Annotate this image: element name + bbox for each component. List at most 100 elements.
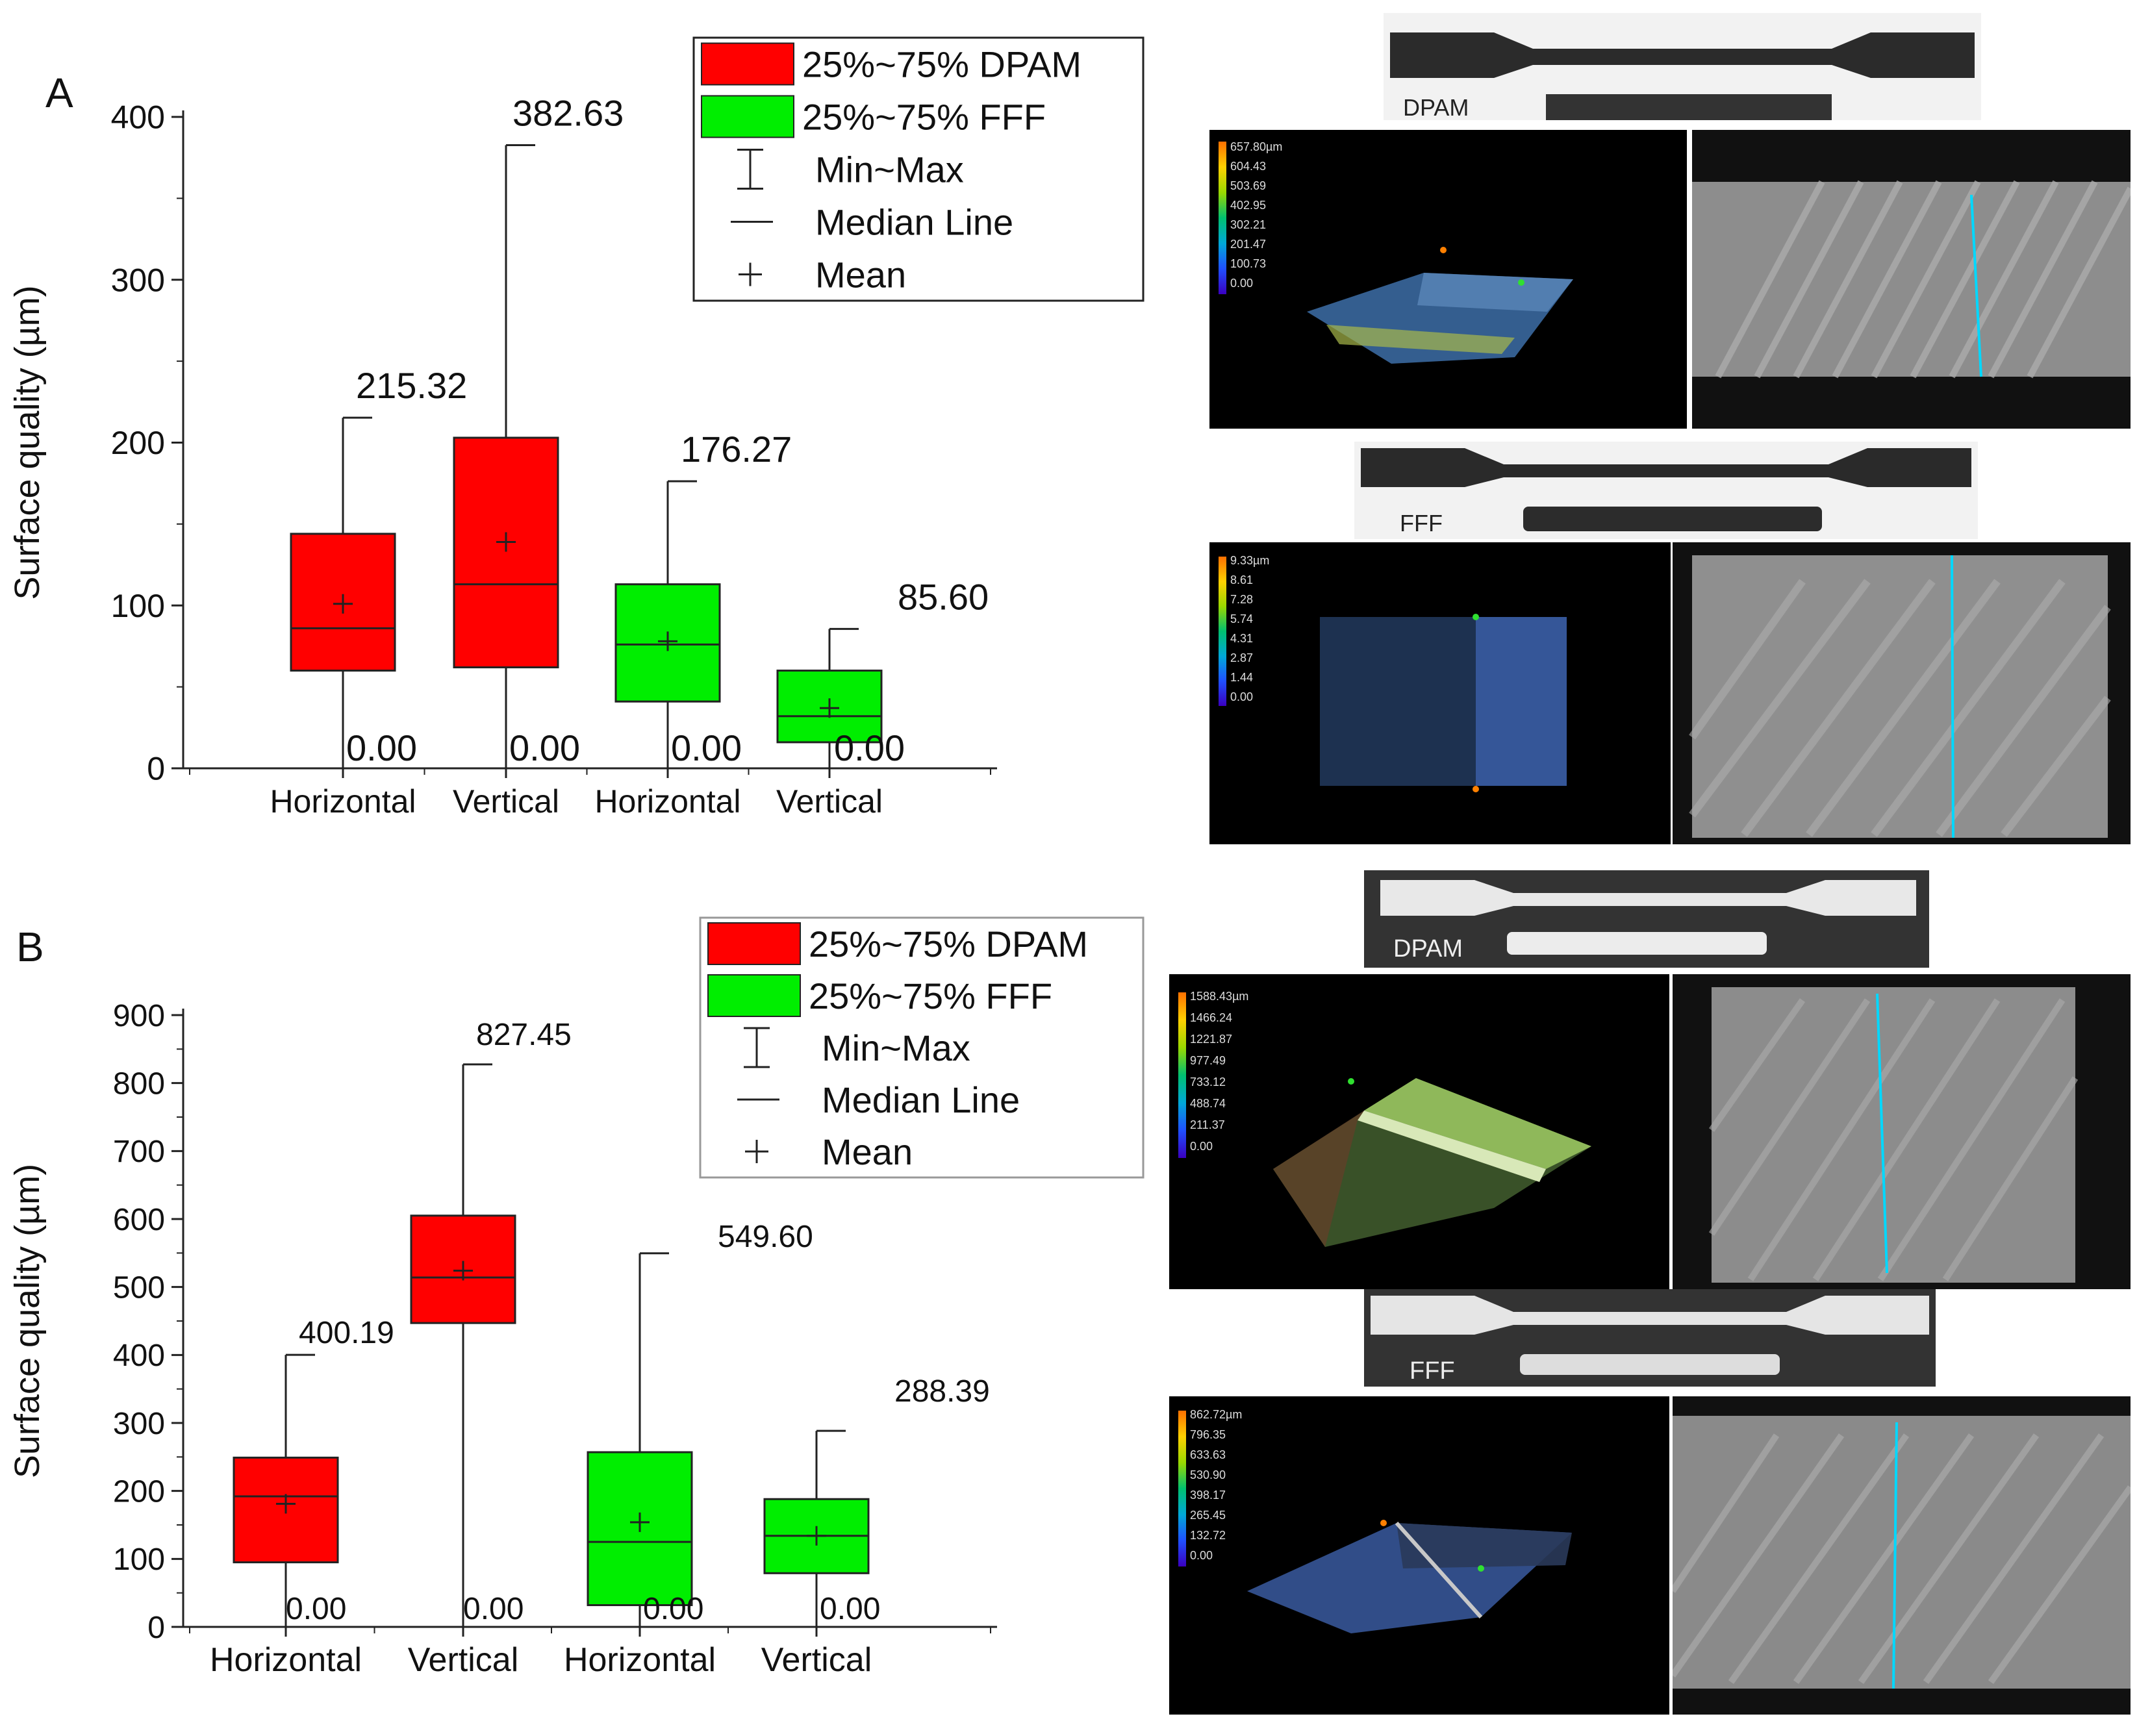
fff-micrograph-b (1669, 1396, 2134, 1715)
min-value-label: 0.00 (286, 1592, 346, 1626)
x-tick-label: Horizontal (210, 1641, 362, 1679)
scale-label: 604.43 (1230, 160, 1267, 173)
legend-label: Mean (815, 255, 906, 296)
y-tick-label: 400 (111, 99, 165, 136)
scale-label: 5.74 (1230, 612, 1254, 625)
max-value-label: 382.63 (512, 93, 624, 134)
legend-label: 25%~75% FFF (802, 97, 1046, 138)
scale-label: 1.44 (1230, 671, 1254, 684)
y-tick-label: 400 (113, 1339, 165, 1373)
specimen-label: FFF (1410, 1357, 1455, 1385)
max-value-label: 85.60 (898, 576, 989, 617)
scale-label: 503.69 (1230, 179, 1267, 192)
dpam-specimen-photo-b: DPAM (1364, 870, 1929, 968)
scale-label: 0.00 (1230, 277, 1254, 290)
scale-label: 7.28 (1230, 593, 1254, 606)
y-tick-label: 700 (113, 1135, 165, 1169)
dpam-micrograph-a (1692, 130, 2134, 429)
specimen-label: DPAM (1403, 94, 1469, 121)
legend-label: Min~Max (815, 149, 964, 190)
max-value-label: 827.45 (476, 1018, 572, 1052)
fff-micrograph-a (1673, 542, 2131, 844)
dpam-specimen-photo-a: DPAM (1384, 13, 1981, 121)
legend-mean-icon (745, 1140, 768, 1163)
legend-label: Median Line (815, 202, 1013, 243)
min-value-label: 0.00 (834, 727, 905, 768)
mean-marker (807, 1526, 826, 1546)
y-axis-label: Surface quality (µm) (8, 285, 47, 599)
scale-label: 9.33µm (1230, 554, 1270, 567)
panel-label: A (45, 69, 73, 116)
min-value-label: 0.00 (463, 1592, 524, 1626)
dpam-micrograph-b (1673, 974, 2131, 1289)
box-dpam (233, 1456, 339, 1564)
y-tick-label: 0 (147, 751, 165, 787)
scale-label: 1221.87 (1190, 1033, 1233, 1046)
mean-marker (276, 1494, 296, 1514)
min-value-label: 0.00 (820, 1592, 880, 1626)
x-tick-label: Vertical (761, 1641, 872, 1679)
scale-label: 862.72µm (1190, 1408, 1243, 1421)
specimen-label: DPAM (1393, 935, 1463, 962)
legend-swatch-fff (707, 974, 801, 1017)
min-value-label: 0.00 (509, 727, 580, 768)
legend-minmax-icon (737, 149, 763, 190)
x-tick-label: Vertical (453, 783, 559, 820)
legend-swatch-fff (701, 95, 794, 138)
y-tick-label: 100 (111, 588, 165, 624)
mean-marker (658, 631, 677, 651)
scale-label: 2.87 (1230, 651, 1254, 664)
max-value-label: 176.27 (681, 429, 792, 470)
y-tick-label: 0 (147, 1611, 165, 1645)
max-value-label: 215.32 (356, 365, 467, 406)
y-tick-label: 200 (111, 425, 165, 461)
fff-specimen-photo-a: FFF (1354, 442, 1978, 539)
mean-marker (496, 532, 516, 552)
fff-3d-profile-b: 862.72µm 796.35 633.63 530.90 398.17 265… (1169, 1396, 1669, 1715)
scale-label: 8.61 (1230, 573, 1254, 586)
scale-label: 657.80µm (1230, 140, 1283, 153)
legend-label: 25%~75% DPAM (802, 44, 1081, 85)
scale-label: 265.45 (1190, 1509, 1226, 1522)
x-tick-label: Horizontal (564, 1641, 716, 1679)
legend-mean-icon (739, 262, 762, 286)
legend-minmax-icon (744, 1027, 770, 1068)
x-tick-label: Vertical (408, 1641, 519, 1679)
scale-label: 796.35 (1190, 1428, 1226, 1441)
scale-label: 0.00 (1190, 1549, 1213, 1562)
scale-label: 132.72 (1190, 1529, 1226, 1542)
scale-label: 100.73 (1230, 257, 1267, 270)
legend-label: Median Line (822, 1079, 1020, 1120)
max-value-label: 400.19 (299, 1316, 394, 1350)
max-value-label: 549.60 (718, 1220, 813, 1254)
y-tick-label: 300 (111, 262, 165, 298)
mean-marker (453, 1261, 473, 1281)
fff-3d-profile-a: 9.33µm 8.61 7.28 5.74 4.31 2.87 1.44 0.0… (1209, 542, 1671, 844)
dpam-3d-profile-b: 1588.43µm 1466.24 1221.87 977.49 733.12 … (1169, 974, 1669, 1289)
legend-label: Mean (822, 1131, 913, 1172)
chart-figure: A 0 100 200 300 400 Surface quality (µm) Horizo… (8, 36, 1145, 1679)
dogbone-specimen-icon (1361, 448, 1971, 531)
scale-label: 201.47 (1230, 238, 1267, 251)
y-tick-label: 500 (113, 1270, 165, 1305)
legend-swatch-dpam (707, 922, 801, 965)
x-tick-label: Horizontal (594, 783, 740, 820)
dogbone-specimen-icon (1380, 880, 1916, 955)
scale-label: 211.37 (1190, 1118, 1225, 1131)
min-value-label: 0.00 (643, 1592, 703, 1626)
scale-label: 0.00 (1230, 690, 1254, 703)
min-value-label: 0.00 (671, 727, 742, 768)
max-value-label: 288.39 (894, 1374, 990, 1409)
x-tick-label: Vertical (776, 783, 883, 820)
scale-label: 402.95 (1230, 199, 1267, 212)
y-tick-label: 900 (113, 999, 165, 1033)
y-axis-label: Surface quality (µm) (8, 1164, 47, 1478)
dogbone-specimen-icon (1371, 1296, 1929, 1375)
legend-label: 25%~75% DPAM (809, 924, 1088, 964)
scale-label: 1466.24 (1190, 1011, 1233, 1024)
scale-label: 398.17 (1190, 1489, 1226, 1502)
mean-marker (820, 698, 839, 718)
dpam-3d-profile-a: 657.80µm 604.43 503.69 402.95 302.21 201… (1209, 130, 1687, 429)
legend-label: 25%~75% FFF (809, 975, 1052, 1016)
legend-swatch-dpam (701, 42, 794, 86)
